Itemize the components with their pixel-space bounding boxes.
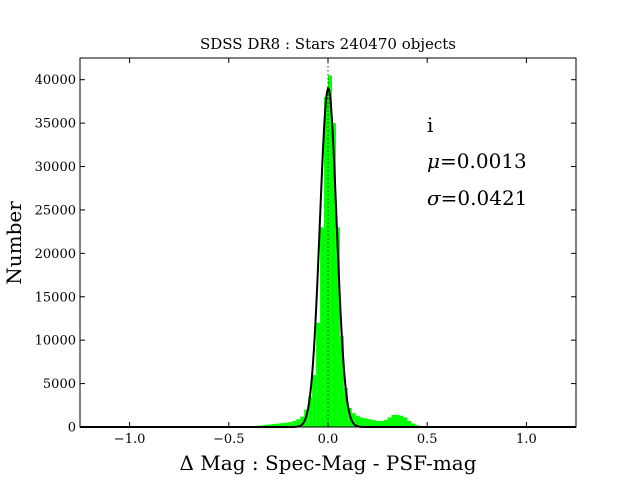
histogram-bar bbox=[335, 227, 340, 427]
histogram-bar bbox=[296, 419, 301, 427]
histogram-bar bbox=[284, 422, 289, 427]
histogram-bar bbox=[355, 415, 360, 427]
y-tick-label: 0 bbox=[68, 421, 76, 436]
sigma-symbol: σ bbox=[427, 186, 442, 210]
histogram-bar bbox=[383, 420, 388, 427]
histogram-bar bbox=[411, 423, 416, 427]
y-axis-label: Number bbox=[2, 201, 26, 285]
histogram-bar bbox=[351, 413, 356, 427]
histogram-bar bbox=[403, 417, 408, 427]
histogram-bar bbox=[312, 374, 317, 427]
histogram-bar bbox=[272, 423, 277, 427]
x-axis-label: Δ Mag : Spec-Mag - PSF-mag bbox=[179, 451, 476, 475]
sigma-value: =0.0421 bbox=[441, 186, 528, 210]
histogram-bar bbox=[264, 424, 269, 427]
histogram-bar bbox=[308, 396, 313, 427]
histogram-bar bbox=[300, 416, 305, 427]
y-tick-label: 40000 bbox=[35, 73, 76, 88]
histogram-bar bbox=[359, 417, 364, 427]
x-tick-label: −1.0 bbox=[114, 432, 146, 447]
histogram-bar bbox=[379, 420, 384, 427]
histogram-bar bbox=[391, 414, 396, 427]
histogram-bar bbox=[339, 335, 344, 427]
x-tick-label: 0.0 bbox=[318, 432, 339, 447]
histogram-bar bbox=[328, 75, 332, 427]
x-tick-label: 1.0 bbox=[516, 432, 537, 447]
histogram-bar bbox=[367, 419, 372, 427]
histogram-bar bbox=[268, 424, 273, 427]
y-tick-label: 15000 bbox=[35, 290, 76, 305]
histogram-bar bbox=[343, 387, 348, 427]
histogram-bar bbox=[288, 422, 293, 427]
histogram-bar bbox=[280, 423, 285, 427]
histogram-bar bbox=[387, 417, 392, 427]
y-axis-ticks: 0 5000 10000 15000 20000 25000 30000 35000 40000 bbox=[35, 73, 576, 436]
mu-value: =0.0013 bbox=[440, 149, 527, 173]
histogram-bar bbox=[399, 415, 404, 427]
y-tick-label: 5000 bbox=[43, 377, 76, 392]
y-tick-label: 35000 bbox=[35, 117, 76, 132]
histogram-bar bbox=[331, 123, 336, 427]
band-label: i bbox=[427, 113, 433, 137]
histogram-bar bbox=[320, 227, 325, 427]
y-tick-label: 30000 bbox=[35, 160, 76, 175]
y-tick-label: 25000 bbox=[35, 203, 76, 218]
histogram-bar bbox=[324, 97, 328, 427]
histogram-bar bbox=[395, 414, 400, 427]
chart-title: SDSS DR8 : Stars 240470 objects bbox=[200, 35, 456, 53]
histogram-bar bbox=[316, 322, 321, 427]
x-tick-label: 0.5 bbox=[417, 432, 438, 447]
x-tick-label: −0.5 bbox=[213, 432, 245, 447]
histogram-bar bbox=[276, 423, 281, 427]
mu-symbol: μ bbox=[427, 149, 440, 173]
y-tick-label: 10000 bbox=[35, 334, 76, 349]
histogram-bar bbox=[407, 420, 412, 427]
histogram-bar bbox=[371, 420, 376, 427]
sigma-annotation: σ=0.0421 bbox=[427, 186, 527, 210]
histogram-bar bbox=[363, 418, 368, 427]
x-axis-ticks: −1.0 −0.5 0.0 0.5 1.0 bbox=[114, 58, 537, 447]
mu-annotation: μ=0.0013 bbox=[427, 149, 527, 173]
histogram-bar bbox=[375, 420, 380, 427]
y-tick-label: 20000 bbox=[35, 247, 76, 262]
histogram-bar bbox=[292, 420, 297, 427]
